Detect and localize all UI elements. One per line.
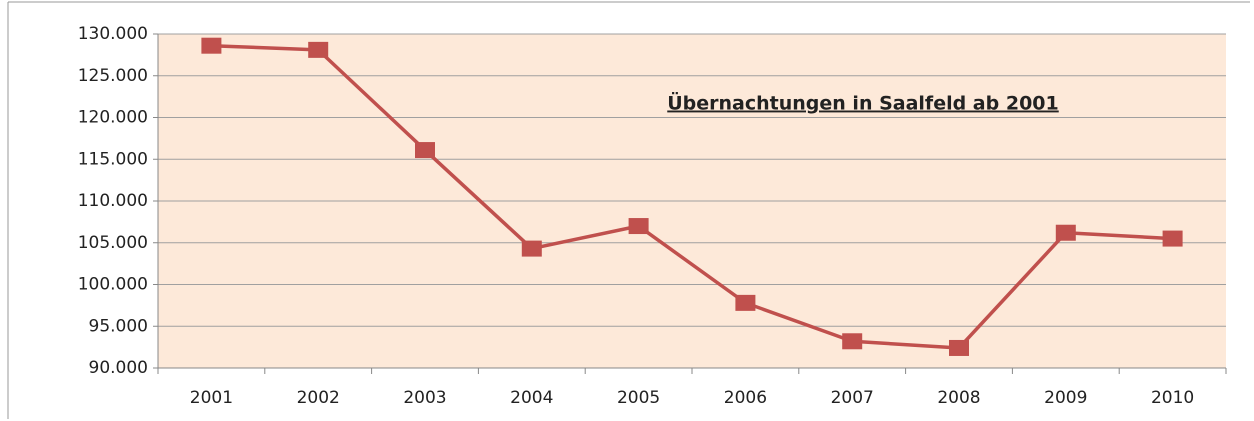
y-tick-label: 130.000: [78, 24, 148, 44]
marker: [415, 142, 435, 159]
marker: [628, 218, 649, 235]
y-tick-label: 95.000: [89, 316, 148, 336]
x-tick-label: 2007: [831, 388, 874, 408]
marker: [1055, 224, 1076, 241]
x-tick-label: 2008: [937, 388, 980, 408]
marker: [521, 240, 542, 257]
x-tick-label: 2003: [403, 388, 446, 408]
marker: [201, 37, 222, 54]
y-tick-label: 120.000: [78, 108, 148, 128]
series-line: [211, 43, 1173, 350]
y-tick-label: 105.000: [78, 233, 148, 253]
x-tick-label: 2001: [190, 388, 233, 408]
marker: [308, 41, 329, 58]
y-tick-label: 100.000: [78, 275, 148, 295]
marker: [842, 333, 863, 350]
marker: [1162, 230, 1183, 247]
x-tick-label: 2005: [617, 388, 660, 408]
chart-title: Übernachtungen in Saalfeld ab 2001: [667, 91, 1058, 115]
x-tick-label: 2009: [1044, 388, 1087, 408]
marker: [949, 339, 969, 356]
y-tick-label: 110.000: [78, 191, 148, 211]
y-tick-label: 125.000: [78, 66, 148, 86]
x-tick-label: 2002: [297, 388, 340, 408]
marker: [735, 294, 756, 311]
y-tick-label: 115.000: [78, 149, 148, 169]
x-tick-label: 2010: [1151, 388, 1194, 408]
x-tick-label: 2004: [510, 388, 553, 408]
x-tick-label: 2006: [724, 388, 767, 408]
y-tick-label: 90.000: [89, 358, 148, 378]
